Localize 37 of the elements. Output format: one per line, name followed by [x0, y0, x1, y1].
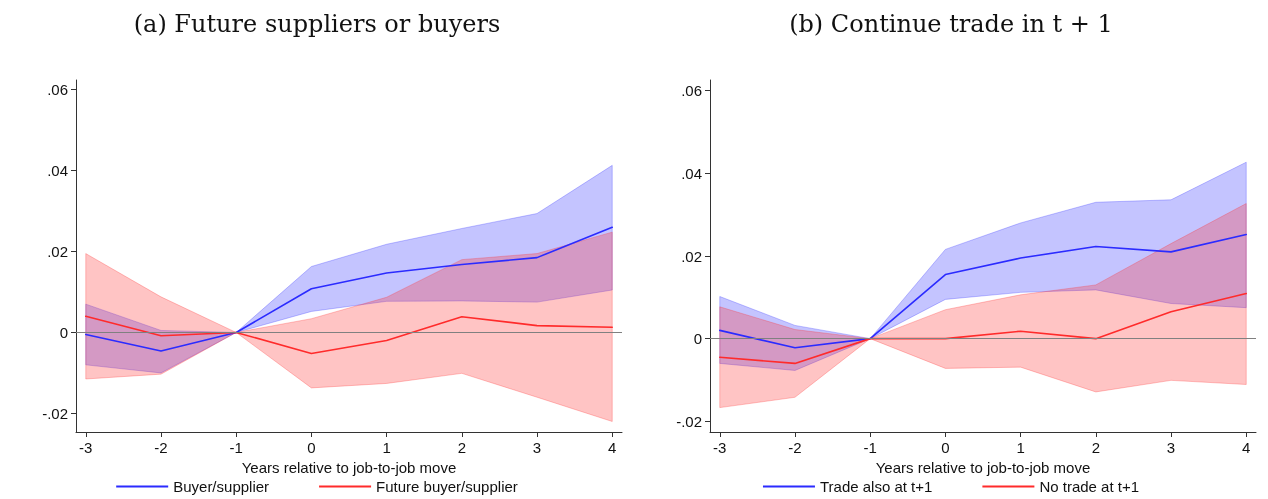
- x-axis-title: Years relative to job-to-job move: [241, 458, 457, 476]
- x-tick-label: 3: [532, 439, 542, 456]
- chart-title: (b) Continue trade in t + 1: [788, 10, 1114, 38]
- y-tick-label: -.02: [42, 404, 68, 422]
- line-series: [84, 226, 614, 352]
- x-tick-label: 0: [307, 439, 316, 456]
- line-series: [84, 315, 614, 355]
- x-tick-label: 1: [1016, 439, 1025, 456]
- x-tick-label: -3: [713, 439, 727, 456]
- y-tick-label: .02: [681, 247, 702, 265]
- x-tick-label: -3: [79, 439, 93, 456]
- y-tick-label: .06: [47, 81, 68, 99]
- y-tick-label: -.02: [676, 412, 702, 430]
- x-tick-label: -2: [154, 439, 168, 456]
- line-series: [718, 233, 1248, 349]
- y-tick-label: .04: [47, 162, 68, 180]
- legend-label: Buyer/supplier: [173, 478, 270, 495]
- x-tick-label: 2: [457, 439, 466, 456]
- x-tick-label: -1: [229, 439, 243, 456]
- y-tick-label: 0: [693, 330, 702, 348]
- y-tick-label: .04: [681, 164, 702, 182]
- legend-label: Trade also at t+1: [819, 478, 933, 495]
- legend-label: No trade at t+1: [1039, 478, 1140, 495]
- y-tick-label: .06: [681, 82, 702, 100]
- y-tick-label: .02: [47, 243, 68, 261]
- x-tick-label: 0: [941, 439, 950, 456]
- x-axis-title: Years relative to job-to-job move: [875, 458, 1091, 476]
- y-tick-label: 0: [59, 323, 68, 341]
- x-tick-label: -2: [788, 439, 802, 456]
- x-tick-label: 3: [1166, 439, 1176, 456]
- x-tick-label: 4: [1242, 439, 1251, 456]
- x-tick-label: 4: [608, 439, 617, 456]
- legend-label: Future buyer/supplier: [376, 478, 518, 495]
- x-tick-label: 2: [1091, 439, 1100, 456]
- x-tick-label: 1: [382, 439, 391, 456]
- x-tick-label: -1: [863, 439, 877, 456]
- chart-title: (a) Future suppliers or buyers: [132, 10, 502, 38]
